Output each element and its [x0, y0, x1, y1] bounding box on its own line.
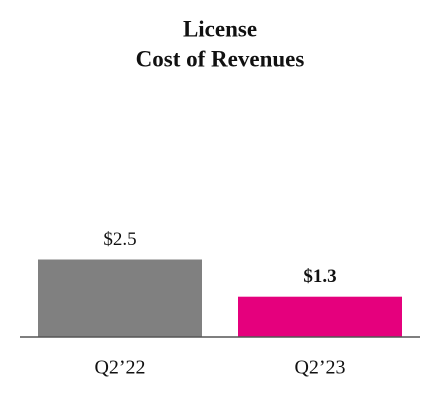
value-label: $1.3	[303, 266, 336, 287]
bar	[38, 259, 202, 337]
chart-subtitle: Cost of Revenues	[136, 46, 305, 71]
x-tick-label: Q2’22	[94, 357, 145, 379]
bar	[238, 296, 402, 337]
x-tick-label: Q2’23	[294, 357, 345, 379]
value-label: $2.5	[103, 229, 136, 250]
chart-title: License	[183, 16, 257, 41]
